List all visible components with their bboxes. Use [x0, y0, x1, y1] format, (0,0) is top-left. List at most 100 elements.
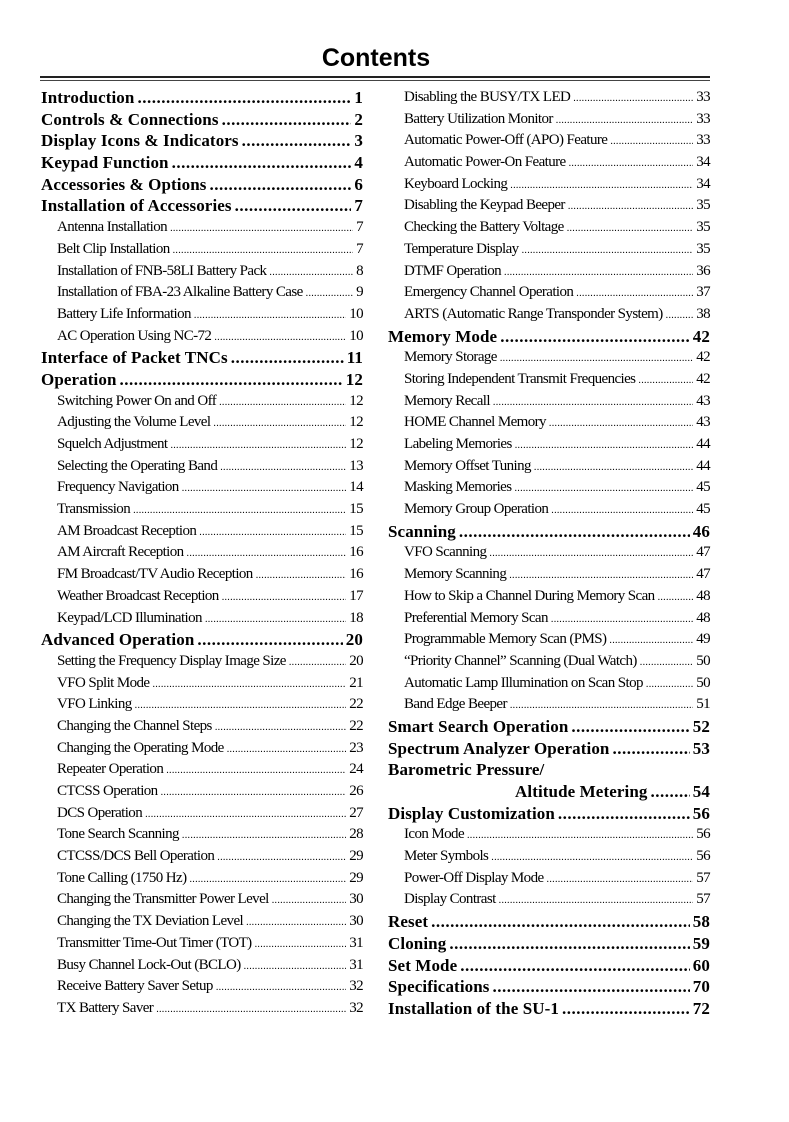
toc-entry[interactable]: Automatic Lamp Illumination on Scan Stop… [388, 673, 711, 695]
toc-entry[interactable]: Transmitter Time-Out Timer (TOT) 31 [41, 933, 364, 955]
toc-entry[interactable]: Disabling the Keypad Beeper 35 [388, 195, 711, 217]
toc-entry[interactable]: Programmable Memory Scan (PMS) 49 [388, 629, 711, 651]
toc-entry[interactable]: Antenna Installation 7 [41, 217, 364, 239]
toc-entry[interactable]: Emergency Channel Operation 37 [388, 282, 711, 305]
toc-entry[interactable]: Battery Life Information 10 [41, 304, 364, 326]
toc-entry[interactable]: Automatic Power-Off (APO) Feature 33 [388, 130, 711, 152]
toc-entry[interactable]: Advanced Operation 20 [41, 629, 363, 651]
toc-entry-title: Automatic Power-On Feature [404, 154, 566, 171]
dot-leader [215, 716, 346, 739]
dot-leader [576, 282, 693, 305]
toc-entry[interactable]: Installation of FNB-58LI Battery Pack 8 [41, 261, 364, 283]
toc-entry[interactable]: Set Mode 60 [388, 955, 710, 977]
toc-entry[interactable]: Icon Mode 56 [388, 824, 711, 846]
toc-entry[interactable]: Controls & Connections 2 [41, 109, 363, 131]
toc-entry[interactable]: Memory Mode 42 [388, 326, 710, 348]
toc-entry[interactable]: DCS Operation 27 [41, 803, 364, 825]
toc-entry[interactable]: Display Contrast 57 [388, 889, 711, 911]
toc-entry[interactable]: Preferential Memory Scan 48 [388, 608, 711, 631]
dot-leader [551, 608, 693, 631]
dot-leader [489, 542, 693, 565]
toc-entry[interactable]: Temperature Display 35 [388, 239, 711, 261]
toc-entry[interactable]: Adjusting the Volume Level 12 [41, 412, 364, 434]
toc-entry[interactable]: Changing the Operating Mode 23 [41, 738, 364, 760]
dot-leader [246, 911, 346, 934]
toc-entry[interactable]: Smart Search Operation 52 [388, 716, 710, 738]
toc-entry[interactable]: How to Skip a Channel During Memory Scan… [388, 586, 711, 608]
toc-entry[interactable]: AM Broadcast Reception 15 [41, 521, 364, 543]
toc-entry[interactable]: Installation of Accessories 7 [41, 195, 363, 217]
toc-entry-title: “Priority Channel” Scanning (Dual Watch) [404, 652, 637, 669]
toc-entry[interactable]: Transmission 15 [41, 499, 364, 521]
toc-entry[interactable]: AC Operation Using NC-72 10 [41, 326, 364, 348]
toc-entry[interactable]: Changing the Transmitter Power Level 30 [41, 889, 364, 912]
toc-entry[interactable]: Memory Storage 42 [388, 347, 711, 369]
toc-entry[interactable]: Checking the Battery Voltage 35 [388, 217, 711, 239]
toc-entry[interactable]: Reset 58 [388, 911, 710, 933]
toc-entry[interactable]: Keyboard Locking 34 [388, 174, 711, 196]
toc-entry[interactable]: Memory Scanning 47 [388, 564, 711, 586]
toc-entry[interactable]: Memory Recall 43 [388, 391, 711, 413]
toc-entry-title: Weather Broadcast Reception [57, 587, 219, 604]
toc-entry[interactable]: Display Customization 56 [388, 803, 710, 825]
toc-entry[interactable]: Keypad Function 4 [41, 152, 363, 174]
toc-entry[interactable]: Installation of FBA-23 Alkaline Battery … [41, 282, 364, 304]
toc-entry[interactable]: Setting the Frequency Display Image Size… [41, 651, 364, 673]
toc-entry[interactable]: Repeater Operation 24 [41, 759, 364, 781]
toc-entry[interactable]: Introduction 1 [41, 87, 363, 109]
toc-entry[interactable]: Belt Clip Installation 7 [41, 239, 364, 261]
toc-entry[interactable]: Switching Power On and Off 12 [41, 391, 364, 413]
dot-leader [459, 521, 690, 543]
toc-entry[interactable]: Weather Broadcast Reception 17 [41, 586, 364, 608]
dot-leader [493, 976, 690, 998]
toc-entry[interactable]: Tone Calling (1750 Hz) 29 [41, 868, 364, 890]
toc-entry[interactable]: Squelch Adjustment 12 [41, 434, 364, 456]
toc-entry[interactable]: Changing the TX Deviation Level 30 [41, 911, 364, 934]
toc-entry-page: 34 [696, 154, 710, 171]
toc-entry[interactable]: ARTS (Automatic Range Transponder System… [388, 304, 711, 326]
toc-entry[interactable]: Tone Search Scanning 28 [41, 824, 364, 846]
toc-entry[interactable]: CTCSS/DCS Bell Operation 29 [41, 846, 364, 868]
toc-entry[interactable]: VFO Split Mode 21 [41, 673, 364, 695]
toc-entry[interactable]: VFO Linking 22 [41, 694, 364, 716]
toc-entry[interactable]: Automatic Power-On Feature 34 [388, 152, 711, 174]
toc-entry[interactable]: Keypad/LCD Illumination 18 [41, 608, 364, 630]
toc-entry[interactable]: Scanning 46 [388, 521, 710, 543]
toc-entry[interactable]: Meter Symbols 56 [388, 846, 711, 868]
toc-entry[interactable]: Receive Battery Saver Setup 32 [41, 976, 364, 998]
toc-entry[interactable]: TX Battery Saver 32 [41, 998, 364, 1020]
toc-entry[interactable]: Busy Channel Lock-Out (BCLO) 31 [41, 955, 364, 978]
toc-entry[interactable]: VFO Scanning 47 [388, 542, 711, 565]
toc-entry[interactable]: Altitude Metering 54 [388, 781, 710, 803]
toc-entry[interactable]: Installation of the SU-1 72 [388, 998, 710, 1020]
toc-entry[interactable]: Changing the Channel Steps 22 [41, 716, 364, 739]
toc-entry-page: 20 [345, 630, 363, 650]
toc-entry[interactable]: Memory Group Operation 45 [388, 499, 711, 521]
toc-entry[interactable]: Power-Off Display Mode 57 [388, 868, 711, 890]
toc-entry[interactable]: Interface of Packet TNCs 11 [41, 347, 363, 369]
dot-leader [272, 889, 346, 912]
toc-entry[interactable]: Spectrum Analyzer Operation 53 [388, 738, 710, 760]
toc-entry[interactable]: Labeling Memories 44 [388, 434, 711, 456]
toc-entry[interactable]: Display Icons & Indicators 3 [41, 130, 363, 152]
toc-entry[interactable]: FM Broadcast/TV Audio Reception 16 [41, 564, 364, 586]
dot-leader [244, 955, 347, 978]
toc-entry[interactable]: Band Edge Beeper 51 [388, 694, 711, 716]
toc-entry[interactable]: DTMF Operation 36 [388, 261, 711, 283]
toc-entry[interactable]: Memory Offset Tuning 44 [388, 456, 711, 478]
toc-entry[interactable]: HOME Channel Memory 43 [388, 412, 711, 434]
toc-entry[interactable]: Selecting the Operating Band 13 [41, 456, 364, 478]
toc-entry[interactable]: Cloning 59 [388, 933, 710, 955]
toc-entry[interactable]: CTCSS Operation 26 [41, 781, 364, 803]
toc-entry[interactable]: Specifications 70 [388, 976, 710, 998]
toc-entry[interactable]: Disabling the BUSY/TX LED 33 [388, 87, 711, 109]
toc-entry[interactable]: Masking Memories 45 [388, 477, 711, 499]
toc-entry[interactable]: Operation 12 [41, 369, 363, 391]
toc-entry[interactable]: Storing Independent Transmit Frequencies… [388, 369, 711, 391]
toc-entry[interactable]: “Priority Channel” Scanning (Dual Watch)… [388, 651, 711, 673]
toc-entry[interactable]: Frequency Navigation 14 [41, 477, 364, 499]
toc-entry[interactable]: Battery Utilization Monitor 33 [388, 109, 711, 131]
toc-entry[interactable]: Barometric Pressure/ [388, 759, 710, 781]
toc-entry[interactable]: Accessories & Options 6 [41, 174, 363, 196]
toc-entry[interactable]: AM Aircraft Reception 16 [41, 542, 364, 564]
